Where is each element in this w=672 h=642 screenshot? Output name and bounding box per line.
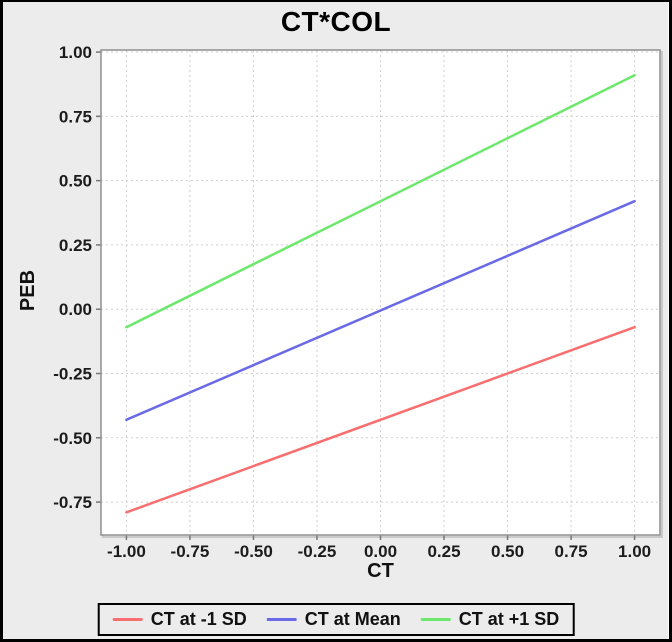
y-tick-label: 1.00	[59, 43, 92, 62]
legend-entry: CT at -1 SD	[112, 609, 247, 630]
x-tick-label: 0.75	[555, 542, 588, 561]
x-tick-label: 0.50	[491, 542, 524, 561]
y-tick-label: 0.75	[59, 107, 92, 126]
x-axis-label: CT	[367, 560, 394, 582]
legend: CT at -1 SD CT at Mean CT at +1 SD	[97, 603, 575, 636]
legend-label: CT at -1 SD	[150, 609, 247, 629]
x-tick-label: 1.00	[618, 542, 651, 561]
x-tick-label: -0.25	[298, 542, 337, 561]
legend-entry: CT at Mean	[266, 609, 401, 630]
y-axis-label: PEB	[17, 269, 40, 312]
y-tick-label: -0.25	[53, 365, 92, 384]
y-tick-label: -0.75	[53, 493, 92, 512]
y-tick-label: 0.25	[59, 236, 92, 255]
series-line-ct-at-1-sd	[125, 325, 636, 514]
x-tick-label: -1.00	[107, 542, 146, 561]
legend-line-swatch	[112, 618, 143, 621]
series-line-ct-at-mean	[125, 199, 636, 422]
x-tick-label: -0.75	[171, 542, 210, 561]
plot-canvas: -1.00 -0.75 -0.50 -0.25 0.00 0.25 0.50 0.75 1.00…	[53, 43, 663, 561]
plot-area	[101, 50, 660, 535]
x-tick-label: 0.00	[364, 542, 397, 561]
legend-line-swatch	[420, 618, 451, 621]
y-tick-label: 0.50	[59, 172, 92, 191]
legend-label: CT at +1 SD	[458, 609, 560, 629]
series-line-ct-at-1-sd	[125, 73, 636, 329]
y-tick-label: 0.00	[59, 300, 92, 319]
chart-title: CT*COL	[280, 6, 392, 37]
legend-label: CT at Mean	[304, 609, 401, 629]
legend-entry: CT at +1 SD	[420, 609, 560, 630]
plot-border	[100, 49, 661, 536]
y-axis-label-wrap: PEB	[16, 48, 42, 533]
x-tick-label: -0.50	[234, 542, 273, 561]
legend-line-swatch	[266, 618, 297, 621]
x-tick-label: 0.25	[427, 542, 460, 561]
y-tick-label: -0.50	[53, 429, 92, 448]
